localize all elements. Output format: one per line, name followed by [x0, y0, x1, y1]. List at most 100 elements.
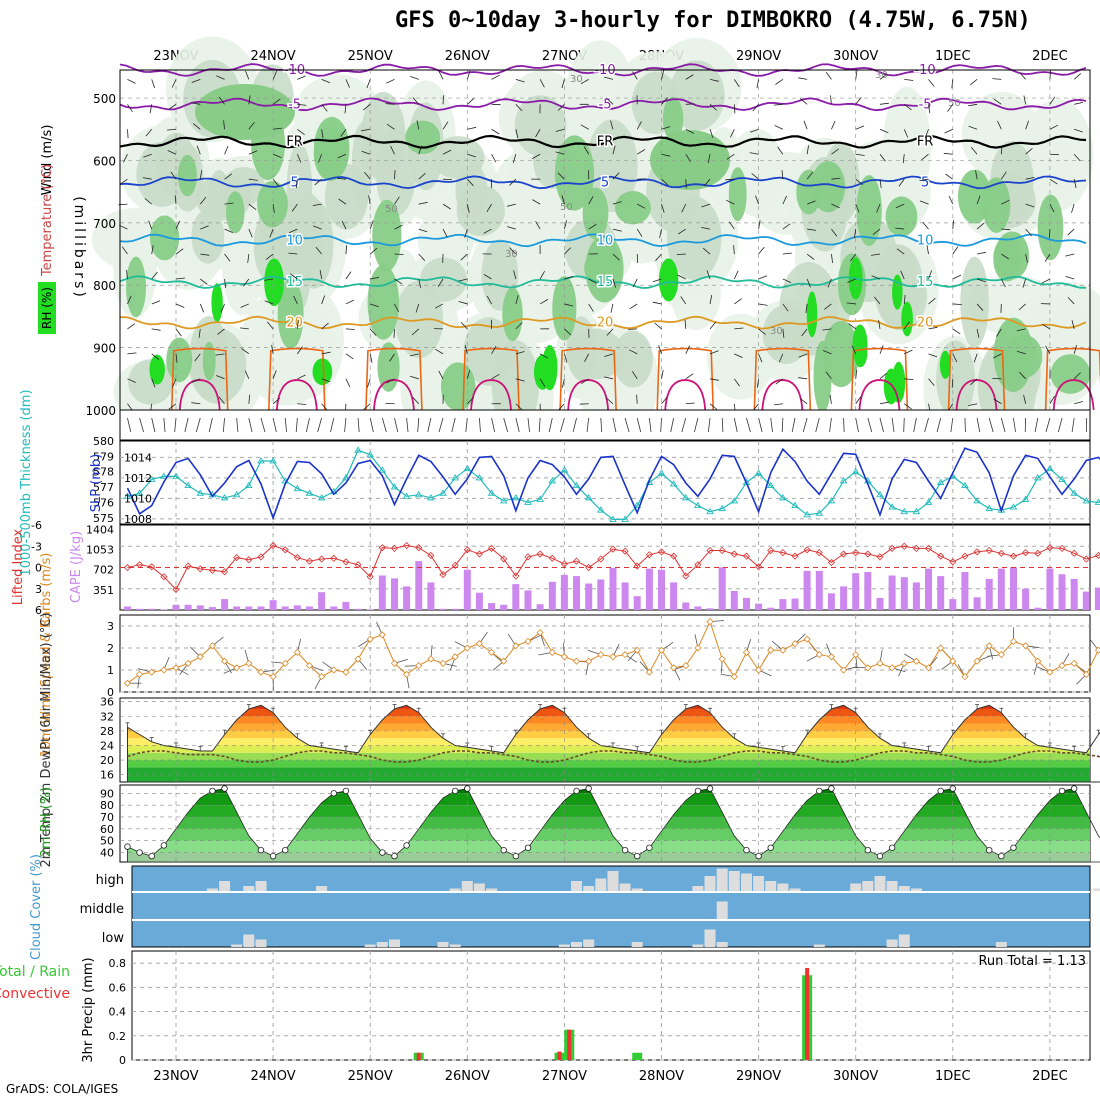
lifted-index-point — [330, 554, 338, 562]
isotherm-25-arch — [268, 347, 326, 411]
thickness-point — [414, 490, 423, 498]
wind-barb — [264, 300, 274, 305]
wind-speed-point — [415, 662, 423, 670]
precip-tick-label: 0.2 — [109, 1030, 127, 1043]
wind-barb — [409, 353, 419, 357]
lifted-index-point — [888, 544, 896, 552]
cape-bar — [488, 603, 496, 610]
wind-barb — [486, 203, 492, 213]
rh-band — [127, 852, 1090, 862]
wind-barb — [260, 417, 266, 433]
lifted-index-point — [1082, 555, 1090, 563]
cloud-layer-label: low — [102, 931, 125, 946]
wind-barb — [993, 398, 1002, 405]
cape-bar — [925, 568, 932, 610]
wind-barb — [831, 148, 839, 155]
wind-barb — [248, 121, 255, 130]
cape-bar — [512, 584, 520, 610]
lifted-index-point — [160, 573, 168, 581]
thickness-point — [232, 490, 241, 498]
wind-barb — [394, 303, 399, 313]
wind-barb — [507, 226, 516, 230]
wind-barb — [572, 417, 577, 433]
rh-point — [269, 852, 277, 860]
cape-bar — [743, 597, 750, 610]
wind-barb — [903, 129, 909, 138]
wind-barb — [855, 97, 862, 105]
wind-barb — [239, 327, 249, 330]
rh-shade-bright — [312, 358, 333, 386]
lifted-index-point — [609, 545, 617, 553]
rh-shade-green — [614, 191, 651, 225]
wind-barb — [801, 328, 808, 337]
wind-barb — [968, 103, 978, 107]
cloud-bar — [1092, 888, 1100, 891]
thickness-point — [487, 489, 496, 496]
wind-barb — [191, 402, 201, 405]
rh-point — [1010, 844, 1017, 851]
wind-barb — [1074, 102, 1084, 105]
wind-speed-point — [912, 657, 920, 665]
rh-point — [379, 849, 386, 856]
rh-point — [282, 846, 289, 854]
wind-barb — [240, 303, 249, 308]
rh-shade-green — [277, 279, 304, 350]
wind-speed-point — [463, 644, 471, 652]
wind-barb — [467, 153, 477, 158]
wind-barb — [758, 275, 768, 280]
wind-barb — [297, 103, 307, 106]
wind-barb — [904, 378, 914, 380]
cape-tick-label: 702 — [93, 564, 114, 577]
wind-ylabel: 10m Wind Speed & Barbs (m/s) — [39, 553, 54, 758]
lifted-index-point — [439, 571, 447, 579]
lifted-index-point — [548, 554, 556, 562]
wind-barb — [1073, 345, 1077, 354]
wind-barb — [1023, 95, 1027, 105]
wind-barb — [1025, 228, 1032, 237]
cape-bar — [439, 608, 447, 610]
precip-convective-bar — [416, 1052, 421, 1060]
wind-barb — [734, 353, 743, 358]
thickness-point — [184, 481, 192, 489]
wind-barb — [1045, 417, 1051, 433]
wind-barb — [412, 396, 420, 405]
wind-barb — [654, 322, 662, 330]
wind-barb — [612, 201, 622, 205]
rh-point — [828, 785, 835, 792]
thickness-ylabel: 1000-500mb Thickness (dm) — [19, 389, 34, 576]
wind-barb — [685, 373, 694, 380]
wind-barb — [612, 253, 620, 261]
lifted-index-point — [463, 546, 471, 554]
wind-barb — [904, 103, 912, 111]
wind-barb — [659, 228, 662, 238]
wind-barb — [418, 228, 428, 233]
lifted-index-point — [961, 552, 969, 560]
rh-shade-green — [1037, 194, 1064, 261]
wind-barb — [385, 103, 395, 105]
wind-speed-point — [852, 651, 860, 659]
rh-shade-green — [982, 177, 1011, 233]
rh-ylabel: 2m RH (%) — [39, 787, 54, 858]
wind-barb — [479, 417, 481, 433]
precip-tick-label: 0.6 — [109, 981, 127, 994]
date-label-top: 26NOV — [445, 49, 490, 64]
thickness-point — [681, 493, 690, 501]
lifted-index-line — [127, 544, 1100, 591]
isotherm-30-arch — [761, 379, 804, 411]
wind-barb — [973, 353, 978, 363]
wind-speed-point — [888, 664, 896, 672]
rh-shade-bright — [658, 258, 679, 302]
wind-barb — [175, 277, 185, 280]
wind-barb — [970, 147, 978, 155]
wind-barb — [879, 102, 889, 105]
wind-barb — [919, 178, 929, 181]
wind-barb — [855, 203, 860, 213]
lifted-index-point — [645, 551, 653, 559]
wind-barb — [539, 299, 549, 305]
wind-barb — [612, 145, 616, 155]
wind-barb — [321, 104, 328, 112]
wind-barb — [676, 253, 686, 255]
wind-barb — [172, 378, 177, 388]
